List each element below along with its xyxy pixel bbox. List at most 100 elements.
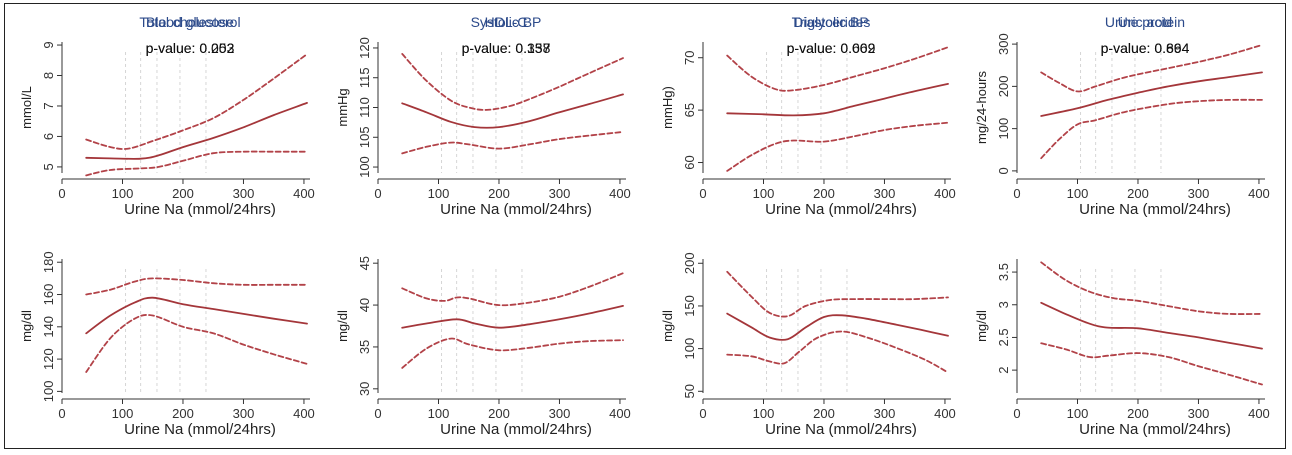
x-tick-label: 200 (172, 406, 194, 421)
x-tick-label: 0 (374, 186, 381, 201)
p-value-label: p-value: 0.664 (1101, 40, 1190, 56)
y-axis-title: mmHg (335, 88, 350, 126)
series-ci-upper (85, 277, 308, 296)
y-tick-label: 2.5 (996, 328, 1011, 346)
y-tick-label: 180 (41, 251, 56, 273)
x-tick-label: 300 (549, 186, 571, 201)
x-tick-label: 0 (699, 406, 706, 421)
x-tick-label: 200 (1127, 406, 1149, 421)
x-tick-label: 100 (112, 406, 134, 421)
chart-panel-4: 0 100 200 300 0 100 200 300 400 Urine protein p-va… (974, 14, 1270, 218)
series-ci-lower (401, 131, 624, 155)
x-axis-title: Urine Na (mmol/24hrs) (440, 201, 592, 218)
p-value-label: p-value: 0.609 (787, 40, 876, 56)
y-tick-label: 100 (682, 338, 697, 360)
y-tick-label: 40 (357, 298, 372, 312)
x-tick-label: 300 (1188, 186, 1210, 201)
y-axis-title: mmHg) (660, 86, 675, 129)
y-tick-label: 45 (357, 256, 372, 270)
y-tick-label: 120 (41, 348, 56, 370)
x-tick-label: 200 (172, 186, 194, 201)
x-tick-label: 0 (58, 186, 65, 201)
x-tick-label: 100 (428, 186, 450, 201)
x-tick-label: 400 (609, 186, 631, 201)
x-tick-label: 0 (1013, 186, 1020, 201)
x-axis-title: Urine Na (mmol/24hrs) (124, 421, 276, 438)
series-ci-lower (726, 330, 949, 374)
p-value-label: p-value: 0.002 (146, 40, 235, 56)
x-tick-label: 400 (1248, 186, 1270, 201)
x-tick-label: 100 (1067, 406, 1089, 421)
series-fit (85, 102, 308, 160)
y-tick-label: 9 (41, 41, 56, 48)
x-axis-title: Urine Na (mmol/24hrs) (440, 421, 592, 438)
series-fit (1040, 301, 1263, 350)
y-tick-label: 0 (996, 167, 1011, 174)
x-tick-label: 400 (293, 406, 315, 421)
series-fit (85, 296, 308, 335)
p-value-label: p-value: 0.894 (1101, 40, 1190, 56)
x-tick-label: 400 (934, 186, 956, 201)
panel-title: Total cholesterol (139, 14, 240, 30)
x-tick-label: 200 (488, 186, 510, 201)
x-tick-label: 100 (112, 186, 134, 201)
y-tick-label: 6 (41, 133, 56, 140)
y-tick-label: 7 (41, 102, 56, 109)
y-axis-title: mg/dl (660, 310, 675, 342)
series-ci-lower (401, 337, 624, 369)
y-tick-label: 120 (357, 37, 372, 59)
y-tick-label: 2 (996, 367, 1011, 374)
series-fit (401, 305, 624, 329)
p-value-label: p-value: 0.358 (462, 40, 551, 56)
y-axis-title: mg/dl (974, 310, 989, 342)
y-tick-label: 150 (682, 295, 697, 317)
series-ci-upper (1040, 44, 1263, 93)
panel-title: Systolic BP (471, 14, 542, 30)
series-ci-lower (1040, 98, 1263, 160)
x-axis-title: Urine Na (mmol/24hrs) (1079, 421, 1231, 438)
chart-panel-7: 50 100 150 200 0 100 200 300 400 Triglycerides p-v… (660, 14, 956, 438)
series-ci-lower (85, 150, 308, 177)
x-tick-label: 200 (488, 406, 510, 421)
x-axis-title: Urine Na (mmol/24hrs) (765, 201, 917, 218)
panel-title: Diastolic BP (793, 14, 868, 30)
p-value-label: p-value: 0.137 (462, 40, 551, 56)
y-tick-label: 100 (996, 118, 1011, 140)
x-tick-label: 300 (233, 406, 255, 421)
x-tick-label: 200 (1127, 186, 1149, 201)
y-tick-label: 160 (41, 284, 56, 306)
y-tick-label: 100 (41, 381, 56, 403)
y-tick-label: 3 (996, 301, 1011, 308)
x-tick-label: 100 (428, 406, 450, 421)
y-tick-label: 140 (41, 316, 56, 338)
x-tick-label: 200 (813, 186, 835, 201)
series-ci-upper (726, 46, 949, 92)
series-ci-upper (726, 270, 949, 318)
y-axis-title: mg/dl (335, 310, 350, 342)
x-tick-label: 200 (813, 406, 835, 421)
x-axis-title: Urine Na (mmol/24hrs) (765, 421, 917, 438)
y-tick-label: 50 (682, 384, 697, 398)
series-fit (726, 312, 949, 341)
y-tick-label: 200 (996, 76, 1011, 98)
x-tick-label: 400 (609, 406, 631, 421)
series-ci-upper (401, 53, 624, 111)
x-tick-label: 400 (934, 406, 956, 421)
series-fit (1040, 71, 1263, 117)
x-axis-title: Urine Na (mmol/24hrs) (124, 201, 276, 218)
panel-title: Urine protein (1105, 14, 1185, 30)
figure-frame: 5 6 7 8 9 0 100 200 300 400 Blood glucose p-value: … (4, 3, 1286, 449)
x-tick-label: 400 (293, 186, 315, 201)
y-tick-label: 300 (996, 33, 1011, 55)
y-tick-label: 8 (41, 72, 56, 79)
panel-title: Uric acid (1118, 14, 1172, 30)
y-tick-label: 65 (682, 103, 697, 117)
x-tick-label: 100 (753, 406, 775, 421)
chart-panel-1: 5 6 7 8 9 0 100 200 300 400 Blood glucose p-value: … (19, 14, 315, 218)
y-tick-label: 115 (357, 67, 372, 88)
y-tick-label: 70 (682, 50, 697, 64)
chart-panel-8: 2 2.5 3 3.5 0 100 200 300 400 Uric acid p-value: 0… (974, 14, 1270, 438)
x-axis-title: Urine Na (mmol/24hrs) (1079, 201, 1231, 218)
